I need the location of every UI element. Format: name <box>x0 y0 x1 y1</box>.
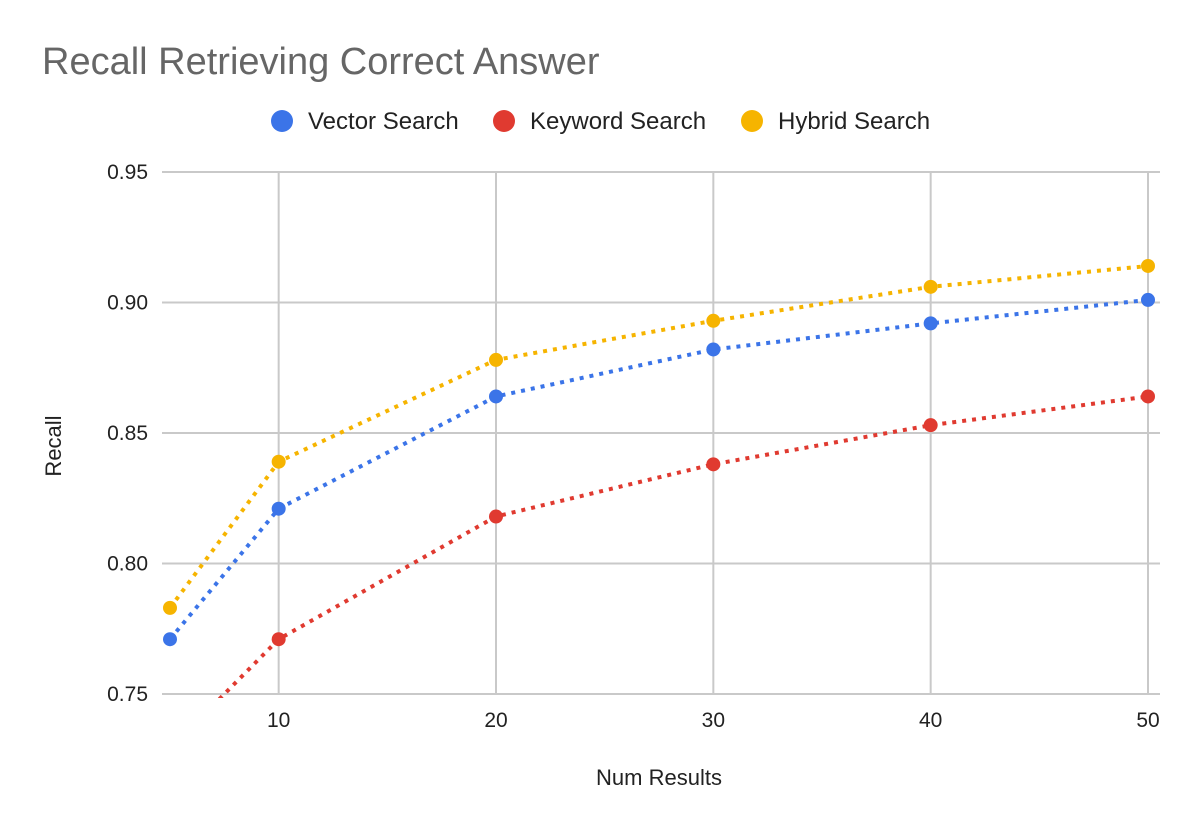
keyword-search-point <box>271 632 286 647</box>
legend-label-vector-search: Vector Search <box>308 108 459 135</box>
vector-search-line <box>168 297 1149 641</box>
hybrid-search-point <box>1141 258 1155 273</box>
x-axis-title: Num Results <box>596 765 722 790</box>
y-axis-ticks: 0.75 0.80 0.85 0.90 0.95 <box>107 161 148 706</box>
legend: Vector Search Keyword Search Hybrid Search <box>271 108 930 135</box>
hybrid-search-point <box>706 313 721 328</box>
hybrid-search-point <box>163 600 177 615</box>
hybrid-search-point <box>923 279 938 294</box>
keyword-search-line <box>217 394 1149 698</box>
vector-search-point <box>1141 292 1155 307</box>
y-tick-label: 0.85 <box>107 422 148 445</box>
series-points <box>163 258 1155 756</box>
chart-title: Recall Retrieving Correct Answer <box>42 41 600 83</box>
legend-label-hybrid-search: Hybrid Search <box>778 108 930 135</box>
keyword-search-point <box>706 457 721 472</box>
x-tick-label: 40 <box>919 709 942 732</box>
legend-marker-keyword-search <box>493 110 515 132</box>
vector-search-point <box>706 342 721 357</box>
y-tick-label: 0.90 <box>107 292 148 315</box>
vector-search-point <box>163 632 177 647</box>
keyword-search-point <box>923 418 938 433</box>
x-axis-ticks: 10 20 30 40 50 <box>267 709 1160 732</box>
x-tick-label: 20 <box>484 709 507 732</box>
vector-search-point <box>271 501 286 516</box>
keyword-search-point <box>1141 389 1155 404</box>
y-tick-label: 0.75 <box>107 683 148 706</box>
hybrid-search-point <box>489 352 503 367</box>
x-tick-label: 30 <box>702 709 725 732</box>
legend-marker-vector-search <box>271 110 293 132</box>
keyword-search-point <box>163 742 177 756</box>
vector-search-point <box>923 316 938 331</box>
keyword-search-point <box>489 509 503 524</box>
y-tick-label: 0.80 <box>107 553 148 576</box>
vector-search-point <box>489 389 503 404</box>
grid <box>162 171 1160 695</box>
y-tick-label: 0.95 <box>107 161 148 184</box>
y-axis-title: Recall <box>41 415 66 476</box>
legend-marker-hybrid-search <box>741 110 763 132</box>
hybrid-search-point <box>271 454 286 469</box>
x-tick-label: 10 <box>267 709 290 732</box>
legend-label-keyword-search: Keyword Search <box>530 108 706 135</box>
x-tick-label: 50 <box>1136 709 1159 732</box>
hybrid-search-line <box>168 264 1149 610</box>
series-lines <box>168 264 1149 698</box>
